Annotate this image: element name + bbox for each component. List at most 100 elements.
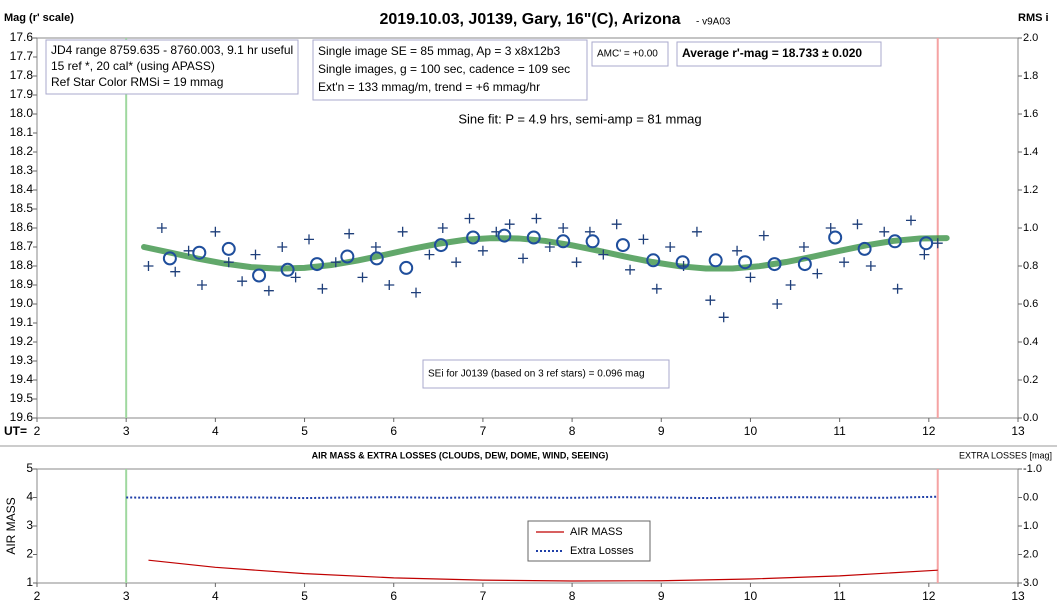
x-tick-label: 6 — [390, 424, 397, 438]
text-box-line: Average r'-mag = 18.733 ± 0.020 — [682, 46, 862, 60]
y2-tick-label: 2.0 — [1023, 32, 1038, 44]
data-point — [370, 242, 381, 252]
y2-tick-label: 0.0 — [1023, 412, 1038, 424]
x-tick-label: 3 — [123, 424, 130, 438]
text-box-line: AMC' = +0.00 — [597, 49, 658, 60]
binned-point — [887, 234, 902, 249]
data-point — [250, 249, 261, 260]
x-tick-label: 5 — [301, 424, 308, 438]
data-point — [156, 223, 167, 233]
y-tick-label: 18.0 — [10, 106, 34, 120]
y-tick-label: 19.2 — [10, 334, 34, 348]
y-tick-label: 18.6 — [10, 220, 34, 234]
y-tick-label: 17.6 — [10, 30, 34, 44]
x-tick-label: 8 — [569, 589, 576, 603]
data-point — [625, 264, 636, 275]
data-point — [732, 245, 743, 256]
x-tick-label: 4 — [212, 424, 219, 438]
data-point — [785, 280, 796, 290]
y-tick-label: 19.0 — [10, 296, 34, 310]
y-tick-label: 18.8 — [10, 258, 34, 272]
binned-point — [280, 262, 295, 277]
y2-axis-label: EXTRA LOSSES [mag] — [959, 450, 1052, 460]
binned-point — [399, 260, 414, 275]
data-point — [143, 261, 154, 271]
binned-point — [162, 251, 177, 266]
text-box-line: Single images, g = 100 sec, cadence = 10… — [318, 62, 570, 76]
data-point — [304, 234, 315, 245]
binned-point — [252, 268, 267, 283]
text-box-line: Single image SE = 85 mmag, Ap = 3 x8x12b… — [318, 44, 560, 58]
data-point — [651, 283, 662, 294]
y-tick-label: 4 — [26, 490, 33, 504]
y2-tick-label: 2.0 — [1023, 548, 1038, 560]
x-tick-label: 13 — [1011, 589, 1025, 603]
y-axis-label: Mag (r' scale) — [4, 12, 74, 24]
x-tick-label: 8 — [569, 424, 576, 438]
y-tick-label: 17.8 — [10, 68, 34, 82]
binned-point — [646, 253, 661, 268]
binned-point — [919, 236, 934, 251]
x-tick-label: 6 — [390, 589, 397, 603]
x-tick-label: 12 — [922, 424, 936, 438]
data-point — [571, 257, 582, 268]
data-point — [705, 295, 716, 306]
y2-tick-label: 1.2 — [1023, 184, 1038, 196]
data-point — [718, 312, 729, 323]
data-point — [330, 257, 341, 268]
y-tick-label: 18.5 — [10, 201, 34, 215]
x-tick-label: 9 — [658, 424, 665, 438]
y2-tick-label: -1.0 — [1023, 463, 1042, 475]
data-point — [558, 223, 569, 233]
data-point — [852, 219, 863, 230]
data-point — [451, 257, 462, 268]
y2-tick-label: 0.0 — [1023, 491, 1038, 503]
chart-title: 2019.10.03, J0139, Gary, 16"(C), Arizona — [379, 11, 680, 28]
data-point — [544, 242, 555, 252]
y-tick-label: 17.7 — [10, 49, 34, 63]
data-point — [344, 228, 355, 239]
data-point — [932, 238, 943, 249]
data-point — [357, 272, 368, 283]
data-point — [397, 226, 408, 237]
y2-tick-label: 3.0 — [1023, 577, 1038, 589]
y-tick-label: 18.2 — [10, 144, 34, 158]
binned-point — [857, 241, 872, 256]
text-box-line: 15 ref *, 20 cal* (using APASS) — [51, 59, 215, 73]
data-point — [384, 280, 395, 290]
y2-tick-label: 0.6 — [1023, 298, 1038, 310]
y-tick-label: 18.9 — [10, 277, 34, 291]
series-line — [148, 559, 938, 582]
y-tick-label: 5 — [26, 461, 33, 475]
binned-point — [738, 255, 753, 270]
y2-tick-label: 1.6 — [1023, 108, 1038, 120]
binned-point — [797, 257, 812, 272]
text-box-line: Ref Star Color RMSi = 19 mmag — [51, 75, 223, 89]
y-tick-label: 18.4 — [10, 182, 34, 196]
y-tick-label: 18.3 — [10, 163, 34, 177]
text-box-line: Ext'n = 133 mmag/m, trend = +6 mmag/hr — [318, 80, 540, 94]
y-tick-label: 1 — [26, 575, 33, 589]
y2-tick-label: 0.4 — [1023, 336, 1038, 348]
x-tick-label: 5 — [301, 589, 308, 603]
data-point — [411, 287, 422, 298]
binned-point — [369, 251, 384, 266]
binned-point — [526, 230, 541, 245]
y2-tick-label: 0.8 — [1023, 260, 1038, 272]
data-point — [839, 257, 850, 268]
data-point — [611, 219, 622, 230]
data-point — [170, 266, 181, 277]
data-point — [879, 226, 890, 237]
y-tick-label: 19.1 — [10, 315, 34, 329]
data-point — [598, 249, 609, 260]
x-tick-label: 2 — [34, 424, 41, 438]
binned-point — [828, 230, 843, 245]
data-point — [825, 223, 836, 233]
y-tick-label: 18.7 — [10, 239, 34, 253]
y-tick-label: 19.3 — [10, 353, 34, 367]
legend-label: AIR MASS — [570, 526, 623, 538]
binned-point — [466, 230, 481, 245]
data-point — [812, 268, 823, 279]
